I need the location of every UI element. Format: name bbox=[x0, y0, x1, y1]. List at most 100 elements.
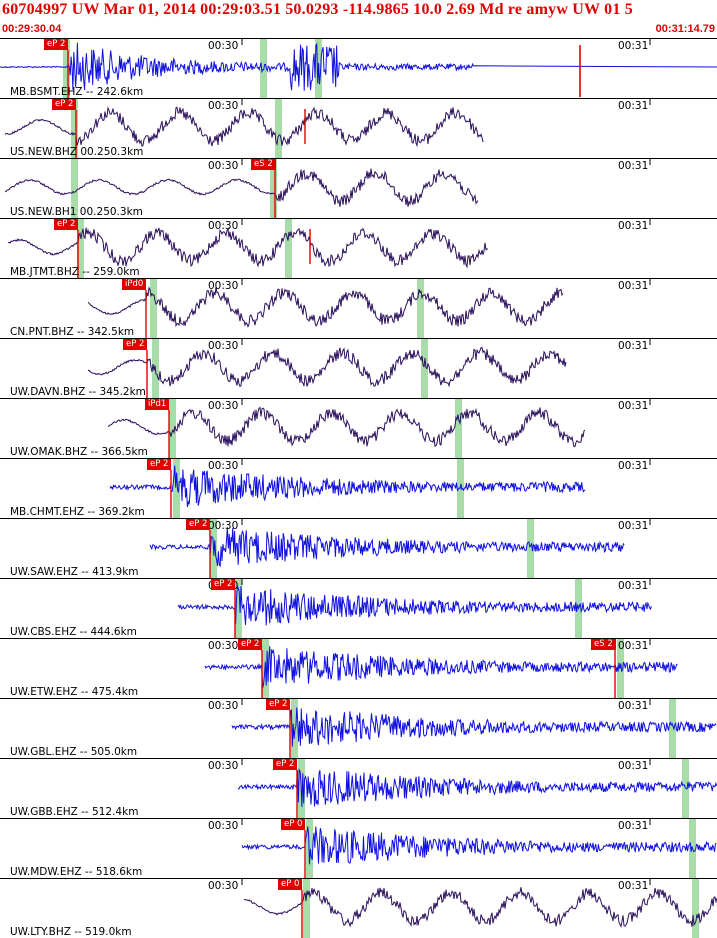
trace-panel[interactable]: 00:30 00:31 eP 2 eS 2 UW.ETW.EHZ -- 475.4km bbox=[0, 638, 717, 698]
trace-panel[interactable]: 00:30 00:31 eP 2 UW.GBB.EHZ -- 512.4km bbox=[0, 758, 717, 818]
phase-pick-flag[interactable]: eP 2 bbox=[52, 99, 77, 110]
waveform-trace bbox=[237, 767, 717, 808]
waveform-trace bbox=[177, 586, 652, 626]
station-label: UW.GBL.EHZ -- 505.0km bbox=[10, 746, 138, 758]
phase-window bbox=[527, 519, 534, 578]
trace-panel[interactable]: 00:30 00:31 eP 2 UW.GBL.EHZ -- 505.0km bbox=[0, 698, 717, 758]
waveform-trace bbox=[231, 707, 717, 747]
event-title: 60704997 UW Mar 01, 2014 00:29:03.51 50.… bbox=[2, 1, 633, 18]
station-label: UW.MDW.EHZ -- 518.6km bbox=[10, 866, 143, 878]
phase-pick-flag[interactable]: iPd0 bbox=[122, 279, 147, 290]
time-mark-label: 00:31 bbox=[618, 280, 649, 292]
station-label: UW.CBS.EHZ -- 444.6km bbox=[10, 626, 137, 638]
time-mark-label: 00:30 bbox=[208, 40, 239, 52]
phase-pick-flag[interactable]: eP 2 bbox=[147, 459, 172, 470]
station-label: UW.SAW.EHZ -- 413.9km bbox=[10, 566, 139, 578]
phase-pick-flag[interactable]: iPd1 bbox=[145, 399, 170, 410]
trace-panel[interactable]: 00:30 00:31 eP 2 MB.BSMT.EHZ -- 242.6km bbox=[0, 38, 717, 98]
trace-panel[interactable]: 00:30 00:31 iPd0 CN.PNT.BHZ -- 342.5km bbox=[0, 278, 717, 338]
waveform-plot bbox=[109, 459, 651, 518]
waveform-plot bbox=[177, 579, 652, 638]
waveform-trace bbox=[241, 826, 717, 865]
station-label: UW.GBB.EHZ -- 512.4km bbox=[10, 806, 139, 818]
phase-pick-flag[interactable]: eP 2 bbox=[123, 339, 148, 350]
station-label: UW.ETW.EHZ -- 475.4km bbox=[10, 686, 139, 698]
time-mark-label: 00:30 bbox=[208, 640, 239, 652]
time-mark-label: 00:30 bbox=[208, 760, 239, 772]
phase-pick-flag[interactable]: eP 2 bbox=[186, 519, 211, 530]
waveform-plot bbox=[7, 219, 651, 278]
waveform-trace bbox=[87, 286, 564, 328]
waveform-plot bbox=[237, 759, 717, 818]
phase-window bbox=[71, 159, 78, 218]
station-label: UW.DAVN.BHZ -- 345.2km bbox=[10, 386, 146, 398]
phase-pick-flag[interactable]: eP 2 bbox=[44, 39, 69, 50]
phase-window bbox=[235, 579, 242, 638]
phase-window bbox=[63, 39, 70, 98]
waveform-plot bbox=[204, 639, 678, 698]
time-mark-label: 00:30 bbox=[208, 700, 239, 712]
time-mark-label: 00:31 bbox=[618, 40, 649, 52]
time-mark-label: 00:31 bbox=[618, 100, 649, 112]
time-mark-label: 00:31 bbox=[618, 880, 649, 892]
phase-pick-flag[interactable]: eP 2 bbox=[54, 219, 79, 230]
trace-panel[interactable]: 00:30 00:31 eP 0 UW.MDW.EHZ -- 518.6km bbox=[0, 818, 717, 878]
trace-panel[interactable]: 00:30 00:31 eP 0 UW.LTY.BHZ -- 519.0km bbox=[0, 878, 717, 938]
seismogram-stack[interactable]: 00:30 00:31 eP 2 MB.BSMT.EHZ -- 242.6km 00:3… bbox=[0, 38, 717, 938]
waveform-trace bbox=[4, 168, 479, 207]
time-mark-label: 00:31 bbox=[618, 700, 649, 712]
phase-window bbox=[669, 699, 676, 758]
phase-window bbox=[169, 399, 176, 458]
phase-window bbox=[71, 99, 78, 158]
trace-panel[interactable]: 00:30 00:31 eP 2 US.NEW.BHZ 00.250.3km bbox=[0, 98, 717, 158]
phase-pick-flag[interactable]: eS 2 bbox=[591, 639, 616, 650]
time-mark-label: 00:30 bbox=[208, 100, 239, 112]
waveform-plot bbox=[231, 699, 717, 758]
station-label: US.NEW.BHZ 00.250.3km bbox=[10, 146, 144, 158]
window-start-time: 00:29:30.04 bbox=[2, 23, 62, 35]
time-mark-label: 00:30 bbox=[208, 400, 239, 412]
phase-window bbox=[417, 279, 424, 338]
trace-panel[interactable]: 00:30 00:31 eP 2 UW.SAW.EHZ -- 413.9km bbox=[0, 518, 717, 578]
station-label: MB.JTMT.BHZ -- 259.0km bbox=[10, 266, 140, 278]
waveform-trace bbox=[107, 406, 586, 448]
waveform-trace bbox=[149, 527, 625, 568]
trace-panel[interactable]: 00:30 00:31 iPd1 UW.OMAK.BHZ -- 366.5km bbox=[0, 398, 717, 458]
station-label: UW.LTY.BHZ -- 519.0km bbox=[10, 926, 132, 938]
time-mark-label: 00:31 bbox=[618, 820, 649, 832]
waveform-plot bbox=[241, 879, 717, 938]
trace-panel[interactable]: 00:30 00:31 eS 2 US.NEW.BH1 00.250.3km bbox=[0, 158, 717, 218]
event-header: 60704997 UW Mar 01, 2014 00:29:03.51 50.… bbox=[0, 0, 717, 38]
station-label: UW.OMAK.BHZ -- 366.5km bbox=[10, 446, 148, 458]
waveform-plot bbox=[87, 339, 651, 398]
phase-pick-flag[interactable]: eP 2 bbox=[238, 639, 263, 650]
phase-window bbox=[77, 219, 84, 278]
waveform-trace bbox=[243, 887, 717, 928]
trace-panel[interactable]: 00:30 00:31 eP 2 UW.DAVN.BHZ -- 345.2km bbox=[0, 338, 717, 398]
phase-window bbox=[421, 339, 428, 398]
phase-pick-flag[interactable]: eP 0 bbox=[278, 879, 303, 890]
waveform-plot bbox=[87, 279, 651, 338]
phase-pick-flag[interactable]: eP 0 bbox=[281, 819, 306, 830]
trace-panel[interactable]: 00:30 00:31 eP 2 MB.CHMT.EHZ -- 369.2km bbox=[0, 458, 717, 518]
waveform-trace bbox=[204, 646, 678, 689]
phase-pick-flag[interactable]: eS 2 bbox=[251, 159, 276, 170]
waveform-trace bbox=[0, 42, 717, 91]
waveform-plot bbox=[4, 99, 651, 158]
trace-panel[interactable]: 00:30 00:31 eP 2 MB.JTMT.BHZ -- 259.0km bbox=[0, 218, 717, 278]
time-mark-label: 00:31 bbox=[618, 340, 649, 352]
phase-pick-flag[interactable]: eP 2 bbox=[273, 759, 298, 770]
waveform-plot bbox=[241, 819, 717, 878]
phase-window bbox=[173, 459, 180, 518]
phase-pick-flag[interactable]: eP 2 bbox=[266, 699, 291, 710]
time-mark-label: 00:30 bbox=[208, 520, 239, 532]
phase-pick-flag[interactable]: eP 2 bbox=[211, 579, 236, 590]
time-mark-label: 00:31 bbox=[618, 220, 649, 232]
phase-window bbox=[455, 399, 462, 458]
phase-window bbox=[275, 99, 282, 158]
waveform-plot bbox=[107, 399, 651, 458]
time-mark-label: 00:30 bbox=[208, 220, 239, 232]
waveform-plot bbox=[0, 39, 717, 98]
phase-window bbox=[270, 159, 277, 218]
